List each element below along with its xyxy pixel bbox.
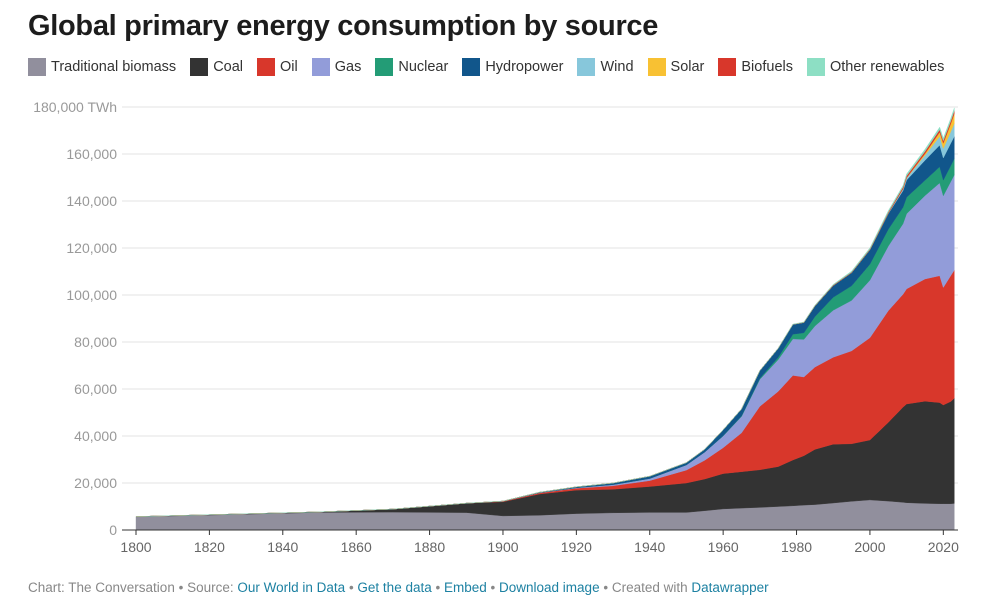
x-tick-label: 1960 [708, 539, 739, 555]
legend-label: Oil [280, 59, 298, 75]
legend-label: Traditional biomass [51, 59, 177, 75]
y-tick-label: 20,000 [74, 475, 117, 491]
footer-credit: Chart: The Conversation [28, 580, 175, 595]
legend-swatch [462, 58, 481, 76]
embed-link[interactable]: Embed [443, 580, 487, 595]
legend-swatch [718, 58, 737, 76]
legend-swatch [28, 58, 46, 76]
legend-label: Wind [600, 59, 634, 75]
footer-created-with: Created with [611, 580, 688, 595]
legend-label: Biofuels [741, 59, 793, 75]
y-tick-label: 60,000 [74, 381, 117, 397]
legend-item-solar: Solar [647, 58, 705, 76]
y-tick-label: 180,000 TWh [33, 99, 117, 115]
legend-swatch [190, 58, 209, 76]
source-link[interactable]: Our World in Data [237, 580, 346, 595]
y-tick-label: 120,000 [66, 240, 117, 256]
x-tick-label: 1940 [634, 539, 665, 555]
x-tick-label: 1820 [194, 539, 225, 555]
y-tick-label: 0 [109, 522, 117, 538]
footer-separator: • [348, 580, 358, 595]
x-tick-label: 2020 [928, 539, 959, 555]
download-image-link[interactable]: Download image [499, 580, 600, 595]
y-tick-label: 160,000 [66, 146, 117, 162]
x-tick-label: 1980 [781, 539, 812, 555]
x-tick-label: 1900 [487, 539, 518, 555]
x-tick-label: 1840 [267, 539, 298, 555]
legend-label: Solar [670, 59, 705, 75]
get-data-link[interactable]: Get the data [357, 580, 432, 595]
y-tick-label: 80,000 [74, 334, 117, 350]
footer-separator: • [490, 580, 500, 595]
legend-item-other-renewables: Other renewables [806, 58, 945, 76]
legend-swatch [806, 58, 825, 76]
legend-swatch [375, 58, 394, 76]
chart-title: Global primary energy consumption by sou… [28, 10, 659, 42]
datawrapper-link[interactable]: Datawrapper [691, 580, 769, 595]
footer-separator: • [603, 580, 612, 595]
legend: Traditional biomass Coal Oil Gas Nuclear… [28, 58, 958, 76]
x-tick-label: 1800 [120, 539, 151, 555]
chart-area: 0 20,000 40,000 60,000 80,000 100,000 120,000 1… [33, 99, 959, 555]
footer-separator: • [435, 580, 444, 595]
legend-item-biofuels: Biofuels [718, 58, 793, 76]
x-tick-label: 1860 [341, 539, 372, 555]
area-series-other-renewables [135, 107, 955, 517]
legend-label: Other renewables [829, 59, 945, 75]
legend-item-nuclear: Nuclear [375, 58, 448, 76]
legend-item-gas: Gas [311, 58, 362, 76]
legend-label: Gas [334, 59, 362, 75]
legend-label: Hydropower [485, 59, 564, 75]
x-tick-label: 1880 [414, 539, 445, 555]
footer: Chart: The Conversation • Source: Our Wo… [28, 580, 769, 595]
y-tick-label: 100,000 [66, 287, 117, 303]
legend-item-wind: Wind [577, 58, 634, 76]
x-tick-label: 1920 [561, 539, 592, 555]
legend-item-oil: Oil [257, 58, 298, 76]
y-tick-label: 140,000 [66, 193, 117, 209]
legend-swatch [647, 58, 666, 76]
footer-separator: • [178, 580, 188, 595]
x-tick-label: 2000 [854, 539, 885, 555]
footer-source-label: Source: [187, 580, 234, 595]
legend-swatch [257, 58, 276, 76]
legend-swatch [577, 58, 596, 76]
legend-item-coal: Coal [190, 58, 243, 76]
y-tick-label: 40,000 [74, 428, 117, 444]
legend-label: Nuclear [398, 59, 449, 75]
legend-item-hydropower: Hydropower [462, 58, 563, 76]
legend-swatch [311, 58, 330, 76]
legend-item-traditional-biomass: Traditional biomass [28, 58, 176, 76]
legend-label: Coal [213, 59, 244, 75]
